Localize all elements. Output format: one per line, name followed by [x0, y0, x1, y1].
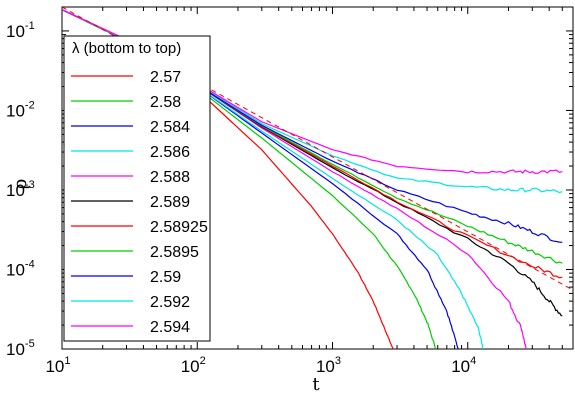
- legend-label: 2.592: [150, 294, 190, 311]
- x-tick-label: 103: [316, 355, 341, 376]
- legend-label: 2.589: [150, 194, 190, 211]
- x-axis-label: t: [312, 374, 320, 393]
- legend-box: [63, 35, 211, 342]
- legend-label: 2.586: [150, 144, 190, 161]
- legend-label: 2.584: [150, 119, 190, 136]
- tick-labels: 101 102 103 104 10-1 10-2 10-3 10-4 10-5: [6, 20, 476, 376]
- legend-items: 2.57 2.58 2.584 2.586 2.588 2.589 2.58925 2.589…: [71, 69, 208, 336]
- y-tick-label: 10-3: [6, 179, 35, 200]
- legend-label: 2.58925: [150, 219, 208, 236]
- legend-label: 2.588: [150, 169, 190, 186]
- x-tick-label: 104: [451, 355, 476, 376]
- legend-label: 2.594: [150, 319, 190, 336]
- y-tick-label: 10-2: [6, 99, 35, 120]
- y-tick-label: 10-5: [6, 338, 35, 359]
- legend-title: λ (bottom to top): [72, 40, 181, 57]
- x-tick-label: 101: [45, 355, 70, 376]
- legend-label: 2.59: [150, 269, 181, 286]
- legend-label: 2.57: [150, 69, 181, 86]
- y-tick-label: 10-1: [6, 20, 35, 41]
- legend-label: 2.5895: [150, 244, 199, 261]
- y-tick-label: 10-4: [6, 258, 35, 279]
- legend-label: 2.58: [150, 94, 181, 111]
- legend: λ (bottom to top) 2.57 2.58 2.584 2.586 2.58…: [63, 35, 211, 342]
- x-tick-label: 102: [181, 355, 206, 376]
- y-axis-label: ρ: [10, 179, 31, 190]
- reference-power-law-line: [62, 7, 574, 291]
